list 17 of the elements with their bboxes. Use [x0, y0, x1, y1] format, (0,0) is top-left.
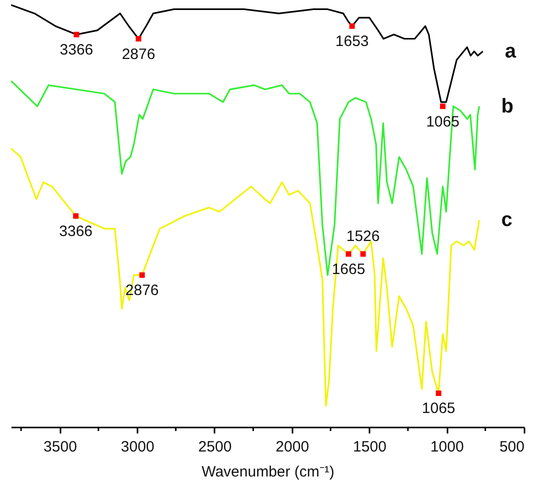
annotation: 1653: [335, 33, 369, 50]
series-label: b: [501, 95, 514, 118]
x-axis-title: Wavenumber (cm⁻¹): [202, 464, 334, 480]
series-label: c: [501, 209, 512, 232]
x-tick-label: 1500: [353, 438, 386, 456]
annotation: 3366: [59, 223, 93, 240]
x-tick-label: 500: [499, 438, 524, 456]
x-tick-label: 3500: [44, 438, 77, 456]
annotation: 2876: [122, 46, 156, 63]
x-tick-label: 1000: [430, 438, 464, 456]
annotation: 1065: [422, 400, 456, 418]
series-label: a: [504, 40, 517, 62]
annotation: 1526: [346, 228, 380, 245]
annotation: 3366: [60, 42, 94, 59]
x-tick-label: 2500: [198, 438, 232, 456]
x-tick-label: 2000: [276, 438, 310, 456]
x-tick-label: 3000: [120, 438, 154, 456]
